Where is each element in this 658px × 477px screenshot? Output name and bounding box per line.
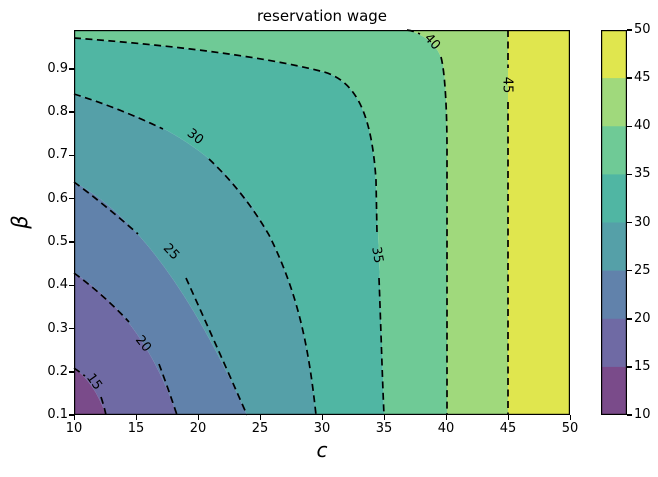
axes-frame — [74, 30, 570, 415]
contour-label-35: 35 — [368, 246, 386, 265]
colorbar — [601, 30, 627, 415]
contour-line-35 — [73, 37, 385, 416]
plot-title: reservation wage — [256, 7, 388, 25]
y-tick-label: 0.1 — [47, 407, 68, 422]
x-axis-label: c — [316, 438, 328, 462]
colorbar-tick-mark — [627, 269, 632, 272]
colorbar-tick-mark — [627, 318, 632, 320]
x-tick-label: 25 — [251, 421, 269, 436]
x-tick-label: 30 — [313, 421, 331, 436]
x-tick-mark — [135, 415, 137, 420]
y-tick-label: 0.3 — [47, 321, 68, 336]
y-tick-mark — [69, 111, 74, 113]
x-tick-label: 10 — [65, 421, 83, 436]
colorbar-tick-mark — [627, 414, 632, 416]
contour-band-45-50 — [508, 30, 570, 415]
colorbar-frame — [601, 30, 627, 415]
x-tick-mark — [321, 415, 323, 420]
y-tick-label: 0.5 — [47, 234, 68, 249]
colorbar-band-45-50 — [601, 30, 627, 79]
x-tick-mark — [445, 415, 447, 420]
contour-band-15-20 — [74, 273, 177, 415]
x-tick-mark — [569, 415, 571, 420]
y-tick-mark — [69, 68, 74, 70]
contour-band-10-15 — [74, 368, 106, 415]
colorbar-band-30-35 — [601, 174, 627, 223]
x-tick-mark — [73, 415, 75, 420]
y-tick-mark — [69, 284, 74, 286]
x-tick-mark — [507, 415, 509, 420]
colorbar-band-15-20 — [601, 318, 627, 368]
x-tick-mark — [259, 415, 261, 420]
y-tick-label: 0.4 — [47, 277, 68, 292]
y-tick-mark — [69, 327, 74, 330]
y-tick-label: 0.8 — [47, 104, 68, 119]
x-tick-label: 15 — [127, 421, 145, 436]
contour-line-30 — [73, 93, 317, 416]
x-tick-label: 20 — [189, 421, 207, 436]
contour-band-35-40 — [74, 30, 447, 415]
y-tick-mark — [69, 154, 74, 157]
colorbar-tick-label: 25 — [634, 263, 651, 278]
colorbar-tick-mark — [627, 221, 632, 224]
colorbar-band-10-15 — [601, 366, 627, 415]
colorbar-tick-mark — [627, 125, 632, 127]
contour-plot-area: 15 20 25 30 35 40 45 — [73, 29, 570, 416]
colorbar-band-20-25 — [601, 270, 627, 320]
contour-line-20 — [73, 272, 178, 416]
contour-band-40-45 — [407, 30, 508, 415]
colorbar-band-35-40 — [601, 126, 627, 175]
x-tick-mark — [197, 415, 199, 420]
colorbar-tick-label: 40 — [634, 118, 651, 133]
colorbar-tick-label: 35 — [634, 166, 651, 181]
y-tick-label: 0.2 — [47, 364, 68, 379]
x-tick-label: 50 — [561, 421, 579, 436]
colorbar-tick-mark — [627, 366, 632, 368]
contour-band-20-25 — [74, 182, 247, 415]
x-tick-label: 35 — [375, 421, 393, 436]
y-tick-mark — [69, 414, 74, 416]
colorbar-tick-mark — [627, 173, 632, 176]
contour-line-25 — [73, 181, 248, 416]
colorbar-tick-label: 10 — [634, 407, 651, 422]
colorbar-band-25-30 — [601, 222, 627, 272]
colorbar-tick-label: 15 — [634, 359, 651, 374]
colorbar-tick-mark — [627, 29, 632, 31]
y-tick-mark — [69, 241, 74, 243]
colorbar-band-40-45 — [601, 78, 627, 127]
colorbar-tick-mark — [627, 77, 632, 79]
colorbar-tick-label: 20 — [634, 311, 651, 326]
colorbar-tick-label: 50 — [634, 22, 651, 37]
contour-band-30-35 — [74, 38, 384, 415]
y-tick-label: 0.6 — [47, 191, 68, 206]
contour-line-15 — [73, 367, 107, 416]
contour-band-25-30 — [74, 94, 316, 415]
x-tick-label: 40 — [437, 421, 455, 436]
y-axis-label: β — [8, 215, 32, 229]
x-tick-label: 45 — [499, 421, 517, 436]
y-tick-label: 0.9 — [47, 61, 68, 76]
contour-label-45: 45 — [500, 77, 515, 94]
colorbar-tick-label: 45 — [634, 70, 651, 85]
colorbar-tick-label: 30 — [634, 215, 651, 230]
x-tick-mark — [383, 415, 385, 420]
y-tick-mark — [69, 371, 74, 373]
y-tick-mark — [69, 197, 74, 200]
y-tick-label: 0.7 — [47, 147, 68, 162]
